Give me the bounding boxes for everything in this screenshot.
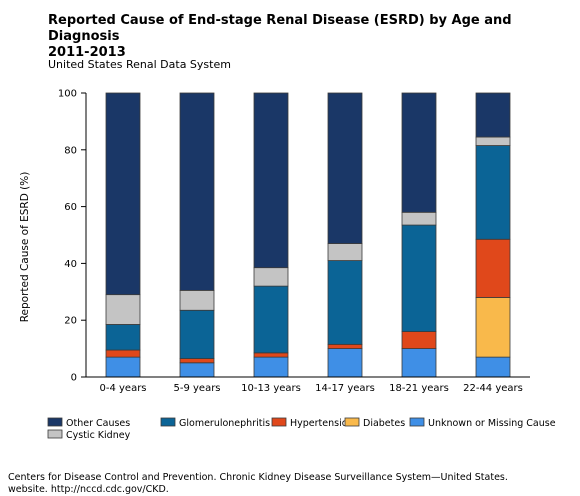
bar-segment-cystic-kidney	[253, 267, 289, 287]
legend-label: Unknown or Missing Cause	[428, 418, 556, 429]
x-tick-label: 14-17 years	[315, 383, 375, 394]
y-tick-label: 100	[58, 89, 77, 100]
x-tick-label: 18-21 years	[389, 383, 449, 394]
stacked-bar-chart: 0 20 40 60 80 100 0-4 years 5-9 years 10-13 yea…	[19, 89, 556, 442]
bar-segment-hypertension	[401, 331, 437, 349]
y-tick-label: 60	[64, 202, 77, 213]
bar-segment-unknown-or-missing-cause	[253, 356, 289, 378]
x-tick-label: 0-4 years	[99, 383, 146, 394]
bar-segment-hypertension	[475, 238, 511, 298]
legend: Other Causes Glomerulonephritis Hypertensi…	[47, 417, 556, 441]
legend-label: Other Causes	[66, 418, 130, 429]
source-footer: Centers for Disease Control and Preventi…	[8, 472, 578, 496]
bar-segment-other-causes	[105, 92, 141, 296]
y-tick-label: 20	[64, 316, 77, 327]
bar-segment-cystic-kidney	[105, 294, 141, 325]
bar-segment-hypertension	[253, 352, 289, 358]
bar-segment-hypertension	[327, 343, 363, 349]
x-tick-label: 5-9 years	[173, 383, 220, 394]
bar-segment-unknown-or-missing-cause	[105, 356, 141, 378]
bar-segment-unknown-or-missing-cause	[179, 362, 215, 378]
legend-swatch	[47, 429, 63, 439]
bar-segment-diabetes	[475, 297, 511, 358]
legend-swatch	[47, 417, 63, 427]
bar-segment-other-causes	[253, 92, 289, 269]
x-tick-label: 22-44 years	[463, 383, 523, 394]
legend-label: Cystic Kidney	[66, 430, 131, 441]
source-line-1: Centers for Disease Control and Preventi…	[8, 472, 508, 483]
bar-segment-unknown-or-missing-cause	[327, 348, 363, 378]
bar-segment-glomerulonephritis	[475, 145, 511, 240]
bar-segment-glomerulonephritis	[253, 285, 289, 354]
bar-segment-unknown-or-missing-cause	[401, 348, 437, 378]
legend-swatch	[409, 417, 425, 427]
bar-segment-glomerulonephritis	[105, 324, 141, 351]
bar-segment-other-causes	[179, 92, 215, 291]
bar-segment-cystic-kidney	[179, 289, 215, 311]
y-axis-label: Reported Cause of ESRD (%)	[19, 172, 31, 323]
bar-segment-glomerulonephritis	[327, 260, 363, 345]
legend-label: Diabetes	[363, 418, 405, 429]
y-tick-label: 80	[64, 145, 77, 156]
bar-segment-hypertension	[179, 358, 215, 364]
legend-label: Glomerulonephritis	[179, 418, 270, 429]
bar-segment-cystic-kidney	[327, 243, 363, 261]
bar-segment-other-causes	[327, 92, 363, 244]
bar-segment-cystic-kidney	[475, 136, 511, 146]
legend-swatch	[160, 417, 176, 427]
chart-title-line1: Reported Cause of End-stage Renal Diseas…	[48, 13, 512, 44]
x-tick-label: 10-13 years	[241, 383, 301, 394]
y-tick-label: 40	[64, 259, 77, 270]
bar-segment-glomerulonephritis	[401, 224, 437, 332]
chart-title: Reported Cause of End-stage Renal Diseas…	[48, 13, 568, 61]
legend-swatch	[344, 417, 360, 427]
bar-segment-other-causes	[475, 92, 511, 138]
chart-title-line2: 2011-2013	[48, 45, 126, 60]
y-axis: 0 20 40 60 80 100	[58, 89, 87, 384]
bars	[105, 92, 511, 378]
y-tick-label: 0	[71, 373, 77, 384]
legend-swatch	[271, 417, 287, 427]
chart-subtitle: United States Renal Data System	[48, 58, 231, 71]
legend-label: Hypertension	[290, 418, 354, 429]
bar-segment-glomerulonephritis	[179, 309, 215, 359]
bar-segment-hypertension	[105, 349, 141, 358]
bar-segment-unknown-or-missing-cause	[475, 356, 511, 378]
source-line-2: website. http://nccd.cdc.gov/CKD.	[8, 484, 169, 495]
x-axis: 0-4 years 5-9 years 10-13 years 14-17 years…	[86, 376, 530, 394]
bar-segment-other-causes	[401, 92, 437, 213]
bar-segment-cystic-kidney	[401, 211, 437, 226]
